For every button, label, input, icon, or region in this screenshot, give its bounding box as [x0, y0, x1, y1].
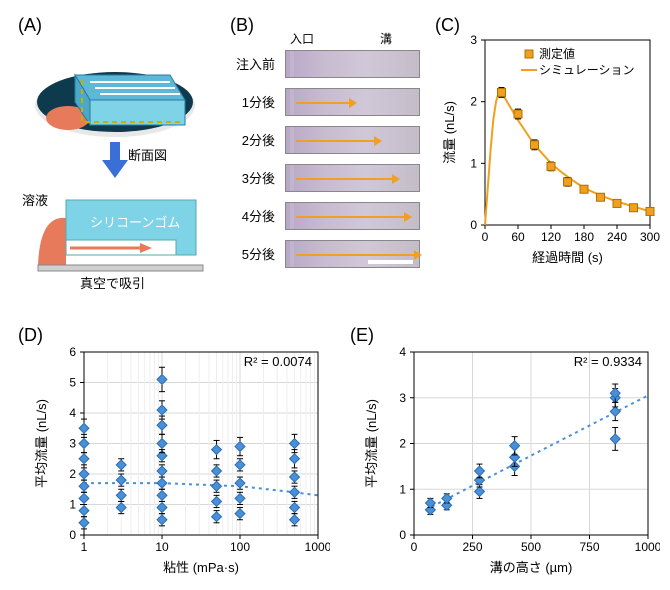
svg-text:4: 4 [69, 406, 76, 420]
svg-text:0: 0 [399, 528, 406, 542]
chart-d: 01234561101001000R² = 0.0074粘性 (mPa·s)平均… [30, 340, 330, 580]
svg-text:R² = 0.0074: R² = 0.0074 [244, 354, 312, 369]
panel-b-row-label: 注入前 [236, 54, 275, 73]
svg-text:240: 240 [607, 230, 627, 244]
panel-a-svg: 断面図 溶液 シリコーンゴム 真空で吸引 [20, 30, 210, 300]
svg-text:100: 100 [230, 540, 250, 554]
svg-text:平均流量 (nL/s): 平均流量 (nL/s) [364, 399, 379, 488]
panel-a: 断面図 溶液 シリコーンゴム 真空で吸引 [20, 30, 220, 310]
svg-text:2: 2 [69, 467, 76, 481]
svg-text:6: 6 [69, 345, 76, 359]
panel-b-row-label: 3分後 [242, 168, 275, 187]
svg-text:流量 (nL/s): 流量 (nL/s) [442, 101, 457, 164]
svg-text:1000: 1000 [305, 540, 330, 554]
panel-b-row: 4分後 [225, 196, 425, 234]
panel-b-row: 1分後 [225, 82, 425, 120]
panel-e: 0 1 2 3 4 0 250 500 750 1000 R² = 0.9334 溝の高さ (µm) 平… [360, 340, 660, 580]
svg-text:0: 0 [482, 230, 489, 244]
cross-section-label: 断面図 [128, 148, 167, 163]
svg-text:1: 1 [81, 540, 88, 554]
panel-b-strip [285, 164, 420, 192]
panel-b-row-label: 1分後 [242, 92, 275, 111]
svg-text:2: 2 [470, 95, 477, 109]
svg-text:0: 0 [411, 540, 418, 554]
panel-b-row-label: 4分後 [242, 206, 275, 225]
rubber-label: シリコーンゴム [90, 215, 180, 230]
svg-text:4: 4 [399, 345, 406, 359]
svg-text:3: 3 [399, 391, 406, 405]
svg-text:R² = 0.9334: R² = 0.9334 [574, 354, 642, 369]
svg-text:シミュレーション: シミュレーション [539, 63, 635, 77]
panel-b-row: 2分後 [225, 120, 425, 158]
svg-text:溝の高さ (µm): 溝の高さ (µm) [490, 560, 573, 575]
panel-b: 入口 溝 注入前1分後2分後3分後4分後5分後 [225, 30, 435, 290]
panel-b-strip [285, 126, 420, 154]
panel-b-strip [285, 50, 420, 78]
panel-b-strip [285, 202, 420, 230]
panel-c: 0 1 2 3 0 60 120 180 240 300 測定値シミュレーション経過時間 (s) 流量… [440, 30, 660, 270]
chart-e: 0 1 2 3 4 0 250 500 750 1000 R² = 0.9334 溝の高さ (µm) 平… [360, 340, 660, 580]
svg-text:1: 1 [470, 156, 477, 170]
solution-label: 溶液 [22, 193, 48, 208]
panel-b-row: 注入前 [225, 44, 425, 82]
svg-text:0: 0 [470, 218, 477, 232]
svg-text:3: 3 [69, 437, 76, 451]
panel-b-row-label: 5分後 [242, 244, 275, 263]
panel-b-strip [285, 240, 420, 268]
svg-text:10: 10 [155, 540, 169, 554]
svg-text:0: 0 [69, 528, 76, 542]
svg-text:1: 1 [399, 482, 406, 496]
svg-text:750: 750 [579, 540, 599, 554]
svg-text:1000: 1000 [635, 540, 660, 554]
svg-text:180: 180 [574, 230, 594, 244]
svg-text:500: 500 [521, 540, 541, 554]
svg-text:測定値: 測定値 [539, 46, 575, 61]
panel-b-row: 3分後 [225, 158, 425, 196]
svg-text:平均流量 (nL/s): 平均流量 (nL/s) [34, 399, 49, 488]
svg-text:粘性 (mPa·s): 粘性 (mPa·s) [163, 560, 239, 575]
svg-text:2: 2 [399, 437, 406, 451]
panel-b-row: 5分後 [225, 234, 425, 272]
panel-b-strip [285, 88, 420, 116]
svg-text:1: 1 [69, 498, 76, 512]
svg-text:120: 120 [541, 230, 561, 244]
svg-text:3: 3 [470, 33, 477, 47]
svg-text:300: 300 [640, 230, 660, 244]
vacuum-label: 真空で吸引 [80, 276, 145, 291]
svg-text:5: 5 [69, 376, 76, 390]
svg-text:経過時間 (s): 経過時間 (s) [532, 250, 603, 265]
chart-c: 0 1 2 3 0 60 120 180 240 300 測定値シミュレーション経過時間 (s) 流量… [440, 30, 660, 270]
svg-text:60: 60 [511, 230, 525, 244]
panel-b-row-label: 2分後 [242, 130, 275, 149]
panel-d: 01234561101001000R² = 0.0074粘性 (mPa·s)平均… [30, 340, 330, 580]
svg-text:250: 250 [462, 540, 482, 554]
